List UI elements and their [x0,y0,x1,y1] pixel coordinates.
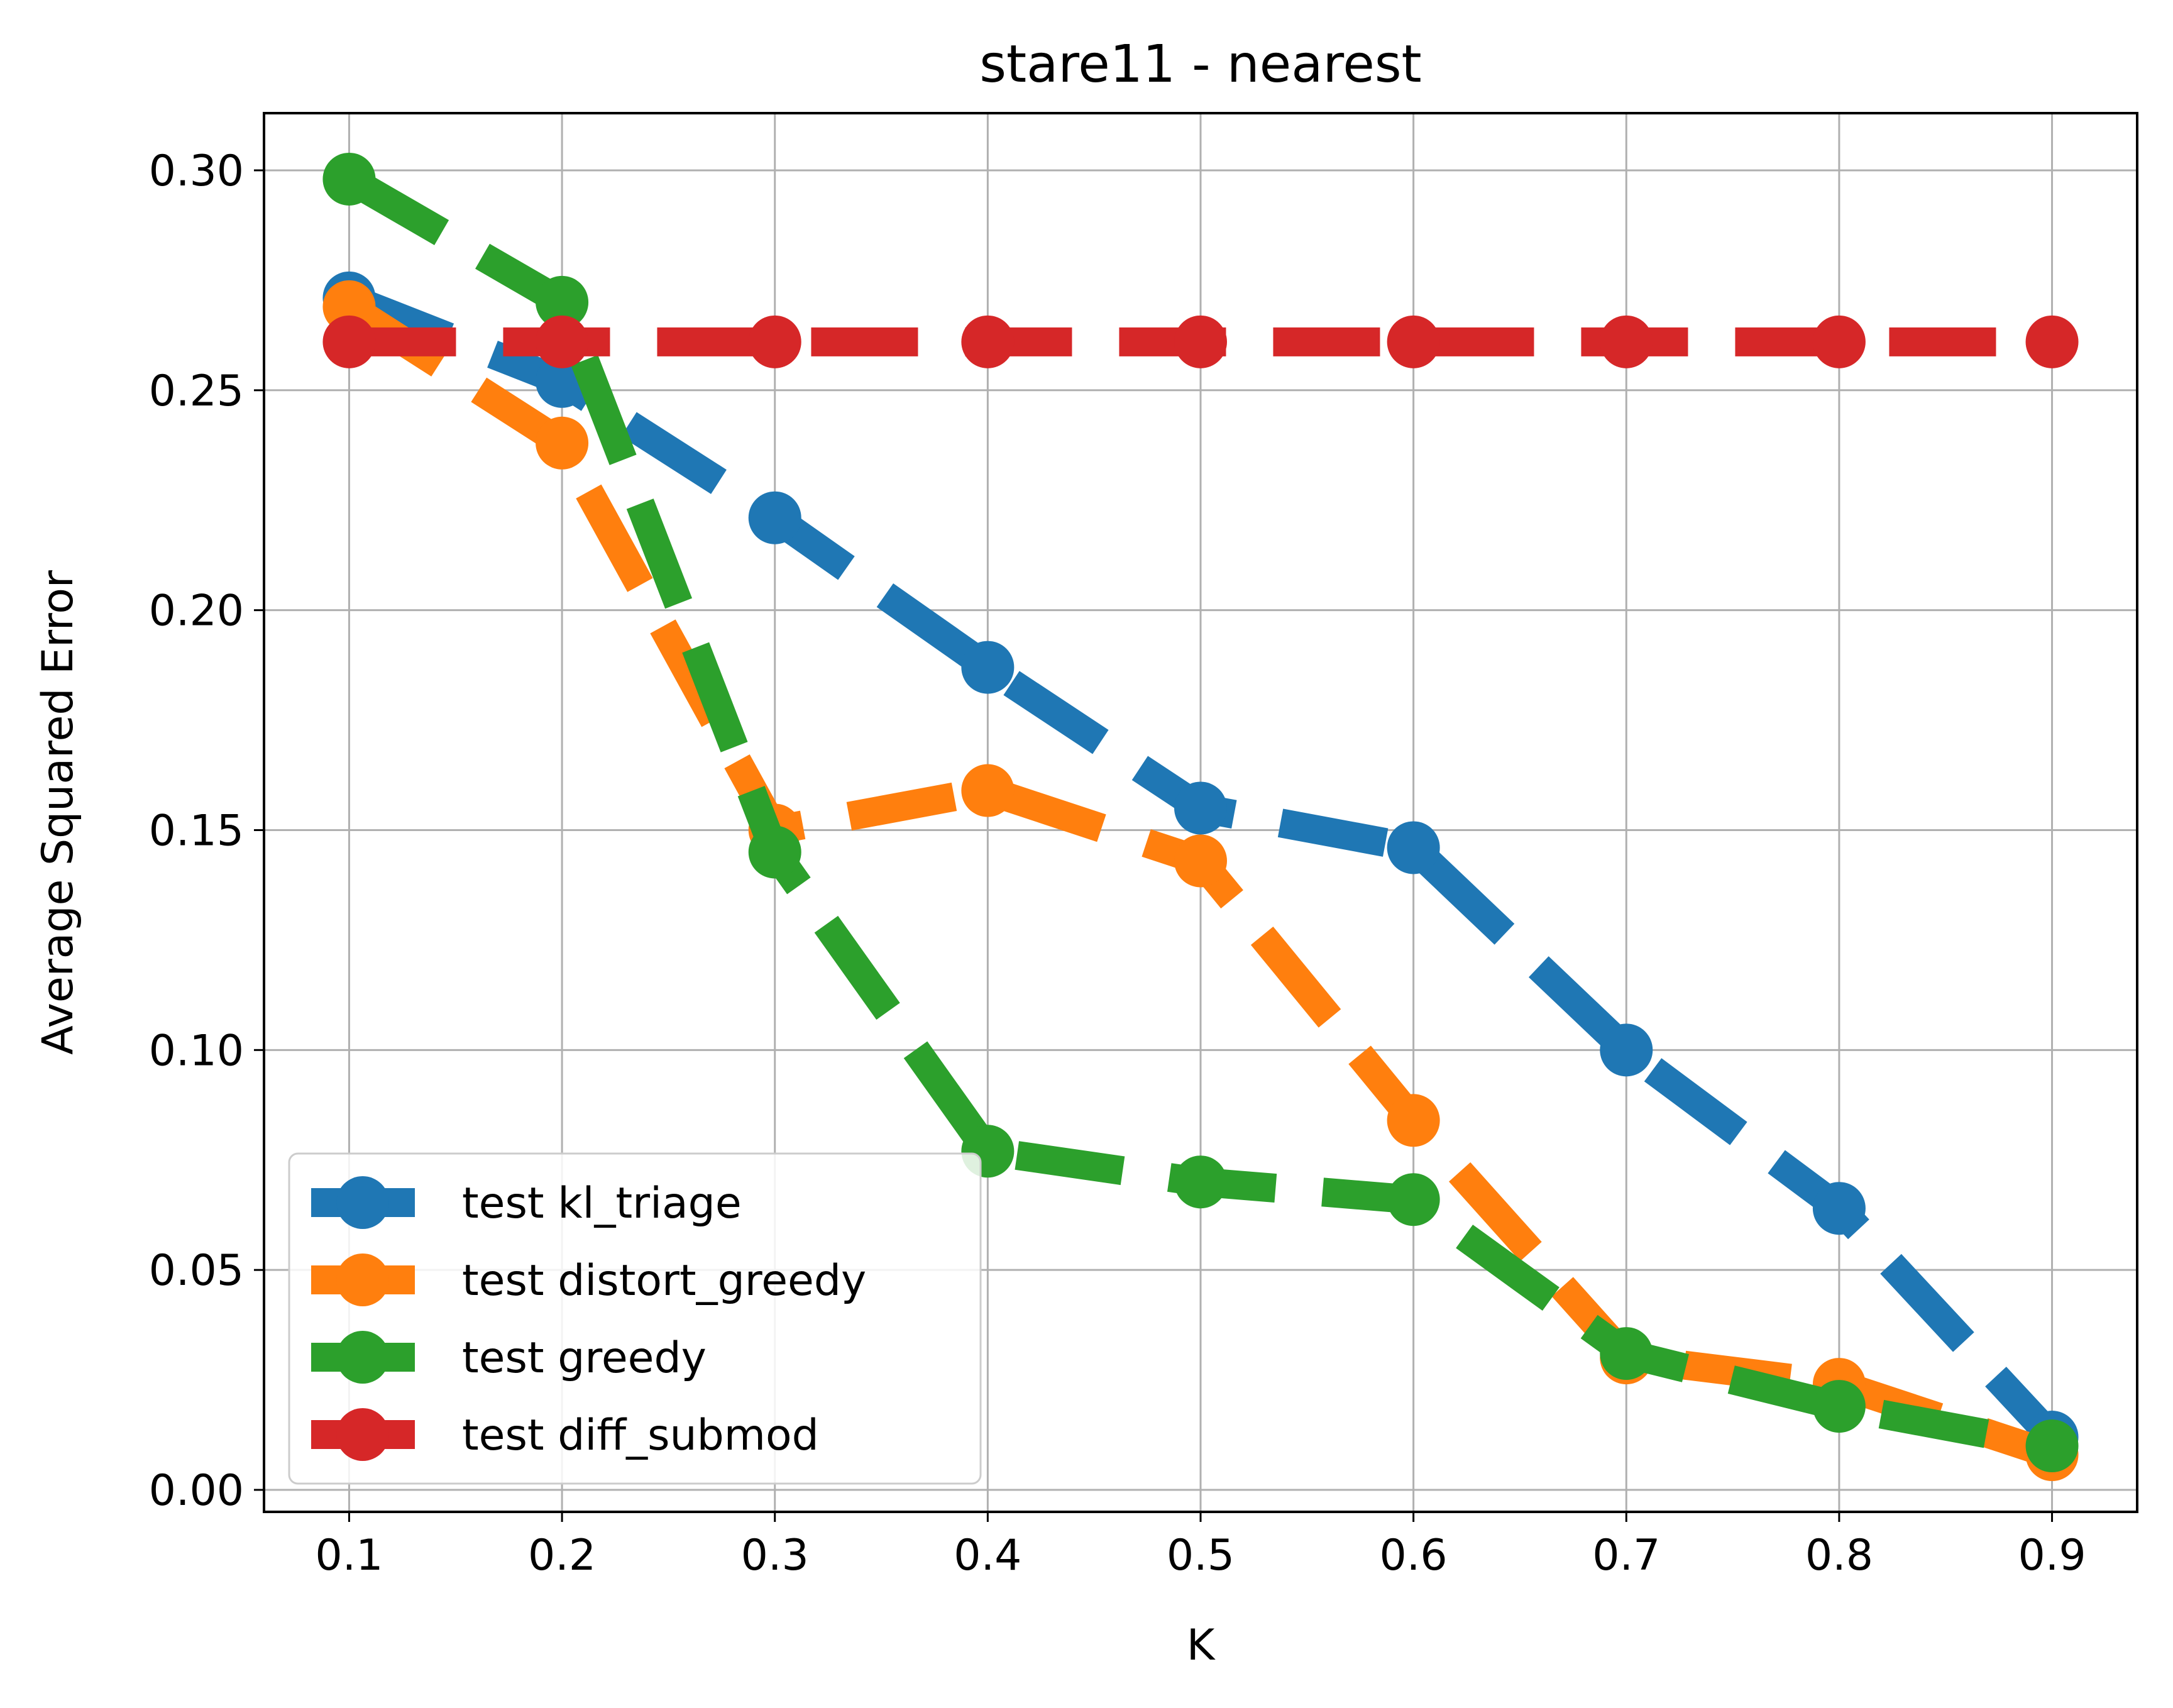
y-axis-title: Average Squared Error [33,570,83,1055]
data-point [2025,1419,2079,1473]
series-2 [322,152,2079,1473]
data-point [1812,1182,1866,1235]
data-point [322,152,376,206]
x-tick-label: 0.3 [741,1531,809,1580]
data-point [1387,315,1440,368]
data-point [536,315,589,368]
data-point [1174,1155,1227,1209]
axis-ticks: 0.1 0.2 0.3 0.4 0.5 0.6 0.7 0.8 0.9 0.00 0.05 0.10 0… [149,146,2086,1580]
legend-label: test diff_submod [462,1411,819,1460]
x-tick-label: 0.2 [528,1531,596,1580]
legend-label: test greedy [462,1333,707,1383]
legend-marker [336,1331,389,1384]
series-0 [322,271,2079,1464]
data-point [2025,315,2079,368]
legend-marker [336,1408,389,1461]
data-point [536,275,589,329]
y-tick-label: 0.20 [149,587,244,636]
data-point [1174,834,1227,888]
data-point [1387,1173,1440,1226]
x-tick-label: 0.1 [315,1531,383,1580]
legend-label: test kl_triage [462,1179,742,1228]
x-tick-label: 0.4 [954,1531,1021,1580]
x-tick-label: 0.7 [1592,1531,1660,1580]
x-tick-label: 0.6 [1380,1531,1448,1580]
legend-label: test distort_greedy [462,1256,866,1306]
data-point [961,315,1015,368]
data-point [1387,821,1440,874]
data-point [1812,1380,1866,1433]
data-point [748,825,801,879]
x-tick-label: 0.5 [1167,1531,1235,1580]
legend-box [288,1152,982,1485]
x-tick-label: 0.8 [1805,1531,1873,1580]
y-tick-label: 0.10 [149,1026,244,1076]
chart-title: stare11 - nearest [979,35,1421,94]
data-point [1600,1327,1653,1380]
data-point [1812,315,1866,368]
data-point [1600,315,1653,368]
x-tick-label: 0.9 [2018,1531,2086,1580]
data-point [1174,315,1227,368]
data-point [536,416,589,470]
data-point [748,315,801,368]
x-axis-title: K [1187,1621,1216,1670]
y-tick-label: 0.05 [149,1246,244,1296]
y-tick-label: 0.15 [149,806,244,856]
legend-marker [336,1253,389,1306]
series-layer [322,152,2079,1482]
legend-marker [336,1176,389,1229]
data-point [1387,1094,1440,1147]
data-point [1600,1023,1653,1077]
y-tick-label: 0.30 [149,146,244,196]
data-point [322,315,376,368]
y-tick-label: 0.00 [149,1466,244,1516]
series-3 [322,315,2079,368]
data-point [1174,781,1227,835]
data-point [748,491,801,544]
y-tick-label: 0.25 [149,366,244,416]
data-point [961,641,1015,694]
data-point [961,764,1015,817]
